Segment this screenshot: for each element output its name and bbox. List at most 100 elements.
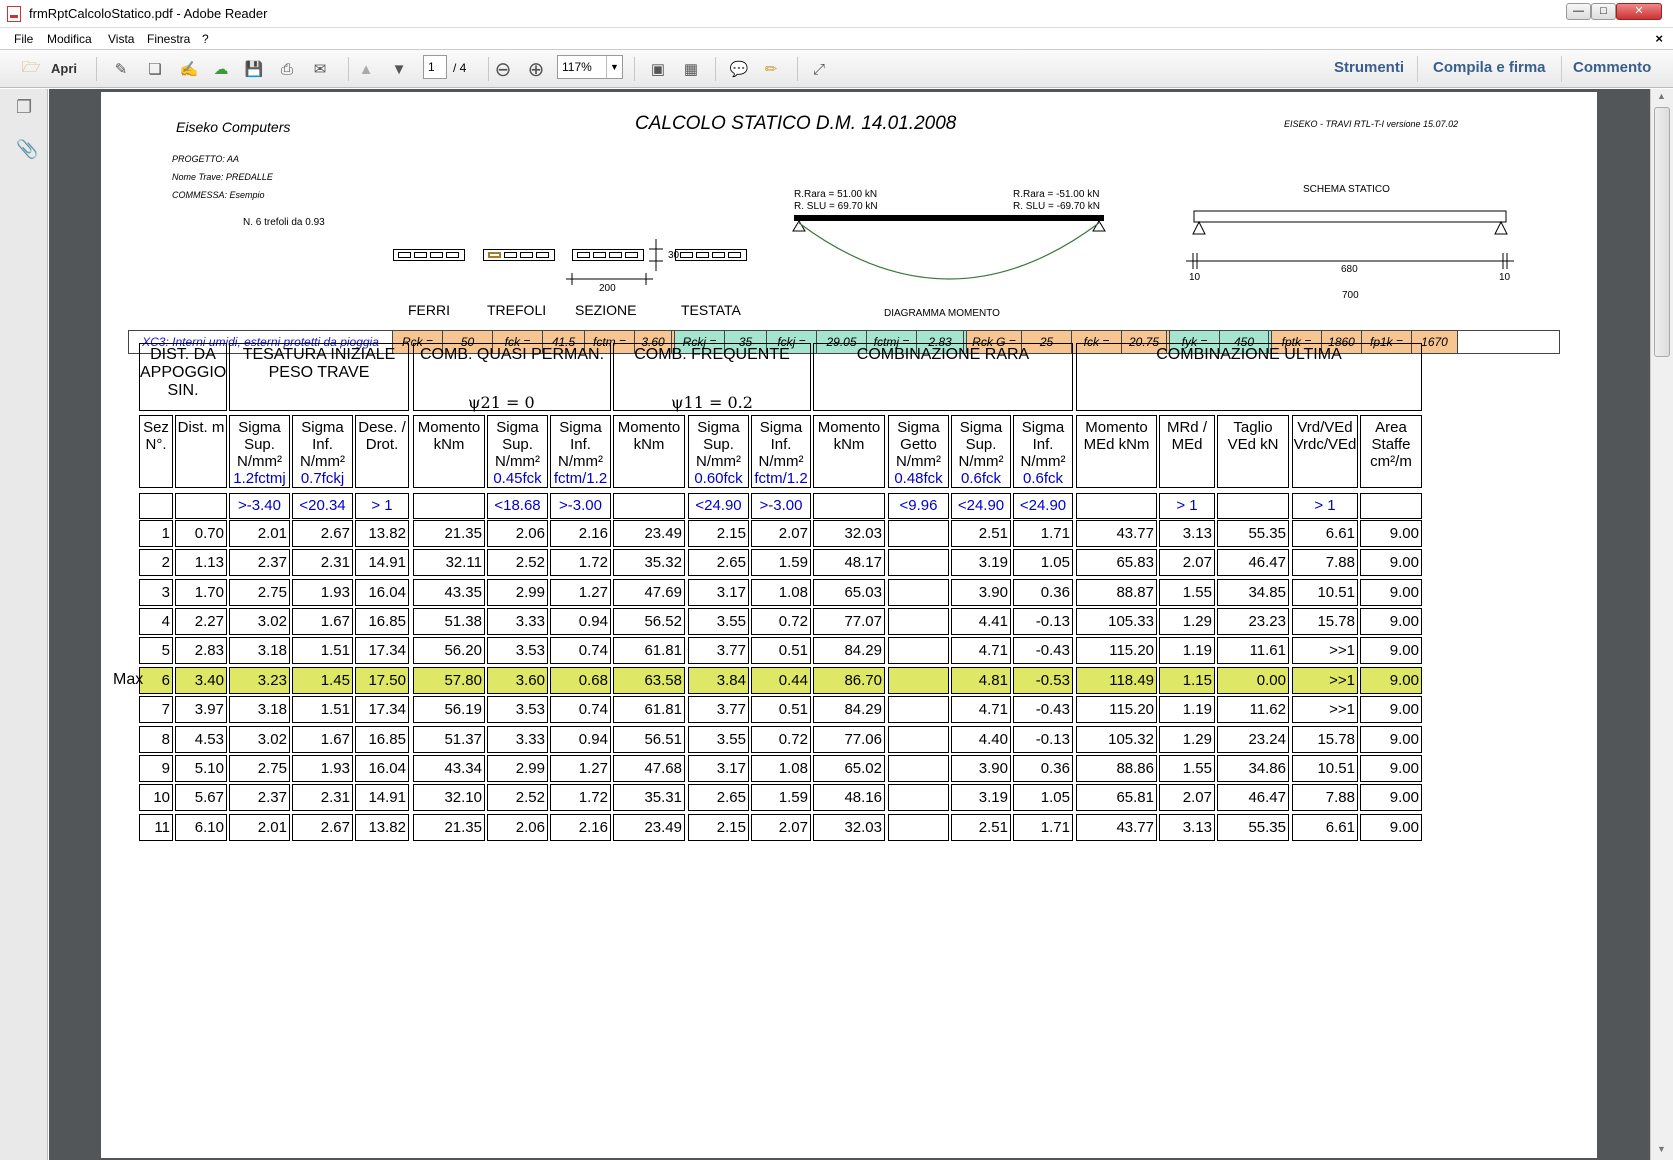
table-cell: -0.53 — [1013, 667, 1073, 694]
static-scheme-drawing — [1186, 210, 1514, 269]
navigation-pane: ❐ 📎 — [0, 89, 48, 1160]
table-cell: 4.40 — [951, 726, 1011, 753]
table-cell: 2.07 — [751, 814, 811, 841]
menu-file[interactable]: File — [14, 32, 34, 46]
column-header: Sigma Inf. N/mm² fctm/1.2 — [751, 415, 811, 488]
column-header: Vrd/VEd Vrdc/VEd — [1292, 415, 1358, 488]
open-button[interactable]: Apri — [51, 61, 77, 76]
zoom-select[interactable]: 117% ▼ — [557, 55, 623, 79]
title-bar: frmRptCalcoloStatico.pdf - Adobe Reader … — [0, 0, 1673, 28]
table-cell: 48.17 — [813, 549, 885, 576]
column-header: MRd / MEd — [1159, 415, 1215, 488]
table-cell: 2.06 — [487, 814, 548, 841]
combine-files-icon[interactable]: ❏ — [148, 61, 162, 78]
table-cell: 14.91 — [355, 549, 409, 576]
open-folder-icon[interactable]: 🗁 — [21, 58, 41, 76]
column-header: Sigma Inf. N/mm² fctm/1.2 — [550, 415, 611, 488]
table-cell: 3.60 — [487, 667, 548, 694]
table-cell: 21.35 — [413, 520, 485, 547]
column-header-text: Sigma Inf. N/mm² — [300, 419, 345, 470]
table-cell: -0.13 — [1013, 726, 1073, 753]
fit-page-icon[interactable]: ▦ — [683, 61, 699, 78]
maximize-button[interactable]: □ — [1591, 3, 1616, 20]
page-number-input[interactable]: 1 — [423, 55, 447, 79]
comment-link[interactable]: Commento — [1573, 59, 1652, 76]
comment-icon[interactable]: 💬 — [729, 61, 749, 78]
previous-page-icon[interactable]: ▲ — [358, 60, 374, 78]
table-cell: 3.33 — [487, 608, 548, 635]
table-cell: 3.18 — [229, 696, 290, 723]
menu-finestra[interactable]: Finestra — [147, 32, 191, 46]
fit-width-icon[interactable]: ▣ — [650, 61, 666, 78]
vertical-scrollbar[interactable]: ▲ ▼ — [1650, 89, 1673, 1160]
next-page-icon[interactable]: ▼ — [391, 60, 407, 78]
param-label: fctm = — [585, 331, 635, 353]
table-cell: 9.00 — [1360, 579, 1422, 606]
table-cell: 77.06 — [813, 726, 885, 753]
document-close-icon[interactable]: × — [1655, 31, 1663, 46]
table-cell: 17.34 — [355, 637, 409, 664]
param-label: fp1k = — [1362, 331, 1412, 353]
window-title: frmRptCalcoloStatico.pdf - Adobe Reader — [29, 6, 268, 21]
menu-help[interactable]: ? — [202, 32, 209, 46]
group-header: DIST. DA APPOGGIO SIN. — [139, 343, 227, 411]
menu-modifica[interactable]: Modifica — [47, 32, 92, 46]
limit-cell: <24.90 — [1013, 493, 1073, 519]
column-header: Sigma Sup. N/mm² 0.60fck — [688, 415, 749, 488]
limit-cell — [413, 493, 485, 519]
table-cell: 2.75 — [229, 755, 290, 782]
table-cell: 9.00 — [1360, 726, 1422, 753]
moment-diagram — [792, 215, 1106, 280]
zoom-out-icon[interactable]: ⊖ — [494, 58, 512, 81]
table-cell — [888, 637, 949, 664]
table-cell — [888, 520, 949, 547]
page-thumbnails-icon[interactable]: ❐ — [16, 97, 33, 117]
table-cell: 1 — [139, 520, 173, 547]
table-cell — [888, 726, 949, 753]
table-cell: 9.00 — [1360, 755, 1422, 782]
minimize-button[interactable]: — — [1566, 3, 1591, 20]
cloud-upload-icon[interactable]: ☁ — [213, 61, 229, 78]
testata-drawing — [675, 249, 747, 261]
table-cell: 14.91 — [355, 784, 409, 811]
tools-link[interactable]: Strumenti — [1334, 59, 1405, 76]
limit-cell — [175, 493, 227, 519]
column-header-text: Sez N°. — [143, 419, 169, 453]
table-cell: 3.53 — [487, 696, 548, 723]
limit-cell — [1076, 493, 1157, 519]
zoom-in-icon[interactable]: ⊕ — [527, 58, 545, 81]
create-pdf-icon[interactable]: ✎ — [114, 61, 128, 78]
table-cell: 1.93 — [292, 755, 353, 782]
limit-cell: >-3.00 — [751, 493, 811, 519]
group-header: TESATURA INIZIALE PESO TRAVE — [229, 343, 409, 411]
highlight-icon[interactable]: ✏ — [764, 61, 778, 78]
chevron-down-icon[interactable]: ▼ — [606, 56, 622, 78]
table-cell: 9.00 — [1360, 696, 1422, 723]
table-cell: 0.72 — [751, 726, 811, 753]
table-cell: 84.29 — [813, 637, 885, 664]
table-cell — [888, 814, 949, 841]
table-cell: 10 — [139, 784, 173, 811]
print-icon[interactable]: ⎙ — [280, 60, 293, 78]
attachments-icon[interactable]: 📎 — [16, 139, 39, 159]
table-cell: 2.83 — [175, 637, 227, 664]
scrollbar-thumb[interactable] — [1654, 107, 1670, 357]
save-icon[interactable]: 💾 — [244, 61, 264, 78]
fullscreen-icon[interactable]: ⤢ — [812, 60, 825, 78]
table-cell — [888, 696, 949, 723]
close-button[interactable]: ✕ — [1616, 3, 1662, 20]
table-cell: 6.10 — [175, 814, 227, 841]
column-header-text: Momento kNm — [617, 419, 681, 453]
param-label: Rckj = — [675, 331, 725, 353]
table-cell: 1.29 — [1159, 726, 1215, 753]
menu-vista[interactable]: Vista — [108, 32, 135, 46]
ferri-drawing — [393, 249, 465, 261]
table-cell: 118.49 — [1076, 667, 1157, 694]
table-cell: 13.82 — [355, 814, 409, 841]
edit-pdf-icon[interactable]: ✍ — [179, 61, 199, 78]
table-cell: 3.17 — [688, 579, 749, 606]
column-header-text: Area Staffe cm²/m — [1370, 419, 1412, 470]
email-icon[interactable]: ✉ — [313, 61, 327, 78]
fill-sign-link[interactable]: Compila e firma — [1433, 59, 1546, 76]
table-cell: 1.15 — [1159, 667, 1215, 694]
